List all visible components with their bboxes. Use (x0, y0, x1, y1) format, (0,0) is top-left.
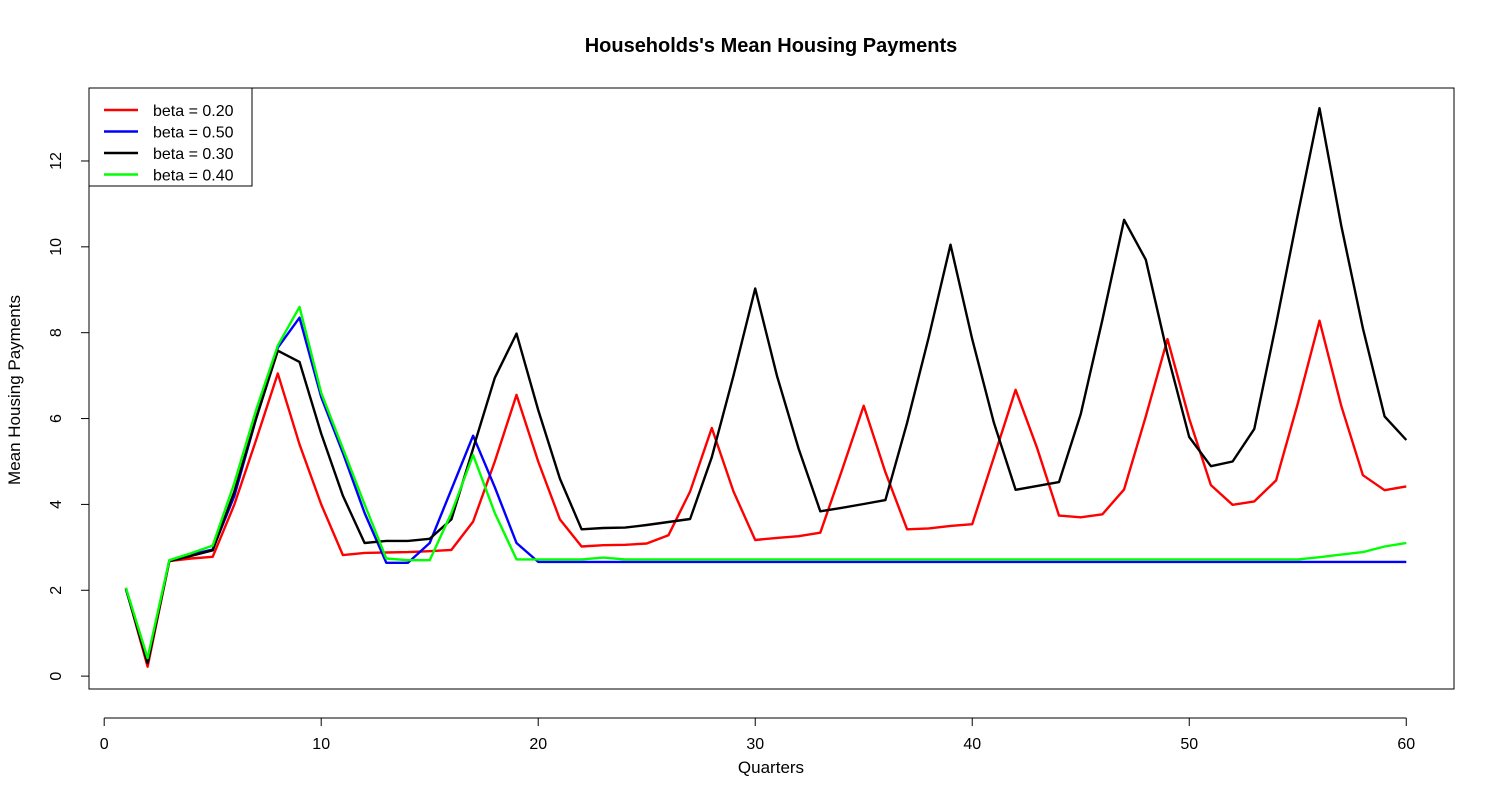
series-line (124, 106, 1408, 665)
legend-label: beta = 0.30 (153, 146, 234, 163)
y-tick-label: 0 (48, 672, 65, 681)
y-axis-label: Mean Housing Payments (5, 295, 24, 485)
x-tick-label: 0 (100, 736, 109, 753)
y-tick-label: 12 (48, 152, 65, 170)
y-tick-label: 2 (48, 586, 65, 595)
legend-label: beta = 0.50 (153, 125, 234, 142)
x-tick-label: 50 (1180, 736, 1198, 753)
x-tick-label: 60 (1397, 736, 1415, 753)
series-line (124, 316, 1407, 663)
legend-label: beta = 0.40 (153, 168, 234, 185)
y-tick-label: 10 (48, 238, 65, 256)
y-tick-label: 8 (48, 328, 65, 337)
plot-frame (88, 87, 1455, 690)
series-line (124, 305, 1407, 660)
series-line (124, 319, 1407, 668)
y-tick-label: 4 (48, 500, 65, 509)
x-axis-label: Quarters (738, 758, 804, 777)
x-tick-label: 20 (529, 736, 547, 753)
legend: beta = 0.20 beta = 0.50 beta = 0.30 beta = … (88, 87, 253, 187)
series-layer (124, 106, 1408, 668)
x-tick-label: 10 (312, 736, 330, 753)
legend-label: beta = 0.20 (153, 103, 234, 120)
x-tick-label: 30 (746, 736, 764, 753)
legend-box (88, 87, 253, 187)
chart-title: Households's Mean Housing Payments (585, 35, 958, 57)
x-tick-label: 40 (963, 736, 981, 753)
x-axis: 0 10 20 30 40 50 60 (100, 717, 1415, 753)
y-tick-label: 6 (48, 414, 65, 423)
y-axis: 0 2 4 6 8 10 12 (48, 152, 90, 681)
